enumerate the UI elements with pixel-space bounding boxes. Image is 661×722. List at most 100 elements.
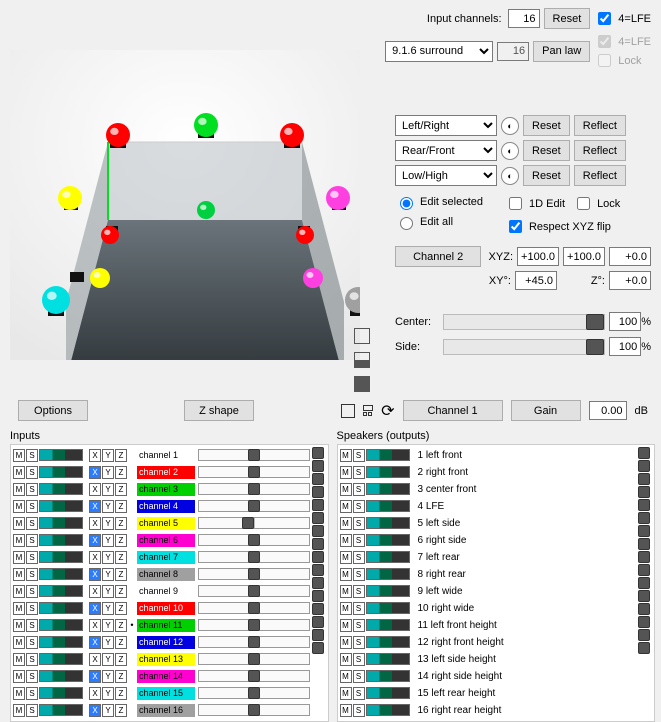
mute-button[interactable]: M	[13, 704, 25, 717]
z-toggle[interactable]: Z	[115, 500, 127, 513]
x-toggle[interactable]: X	[89, 602, 101, 615]
cube-wire-icon[interactable]	[354, 328, 370, 344]
z-toggle[interactable]: Z	[115, 687, 127, 700]
mute-button[interactable]: M	[340, 687, 352, 700]
y-toggle[interactable]: Y	[102, 449, 114, 462]
speaker-vknob[interactable]	[638, 499, 650, 511]
channel-label[interactable]: channel 14	[137, 670, 195, 683]
z-toggle[interactable]: Z	[115, 670, 127, 683]
zshape-button[interactable]: Z shape	[184, 400, 254, 421]
input-vknob[interactable]	[312, 564, 324, 576]
y-toggle[interactable]: Y	[102, 534, 114, 547]
mute-button[interactable]: M	[340, 619, 352, 632]
solo-button[interactable]: S	[353, 500, 365, 513]
z-toggle[interactable]: Z	[115, 483, 127, 496]
speaker-vknob[interactable]	[638, 577, 650, 589]
solo-button[interactable]: S	[353, 619, 365, 632]
y-toggle[interactable]: Y	[102, 568, 114, 581]
solo-button[interactable]: S	[353, 449, 365, 462]
mute-button[interactable]: M	[13, 568, 25, 581]
mute-button[interactable]: M	[340, 670, 352, 683]
speaker-vknob[interactable]	[638, 538, 650, 550]
axis-2-dial[interactable]: ◐	[501, 167, 519, 185]
z-toggle[interactable]: Z	[115, 449, 127, 462]
axis-0-reset-button[interactable]: Reset	[523, 115, 570, 136]
speaker-vknob[interactable]	[638, 629, 650, 641]
channel-label[interactable]: channel 1	[137, 449, 195, 462]
channel-label[interactable]: channel 5	[137, 517, 195, 530]
solo-button[interactable]: S	[26, 636, 38, 649]
solo-button[interactable]: S	[353, 687, 365, 700]
solo-button[interactable]: S	[26, 551, 38, 564]
mute-button[interactable]: M	[340, 653, 352, 666]
channel-label[interactable]: channel 15	[137, 687, 195, 700]
input-vknob[interactable]	[312, 603, 324, 615]
input-vknob[interactable]	[312, 642, 324, 654]
y-toggle[interactable]: Y	[102, 585, 114, 598]
channel-label[interactable]: channel 10	[137, 602, 195, 615]
y-toggle[interactable]: Y	[102, 551, 114, 564]
axis-1-reflect-button[interactable]: Reflect	[574, 140, 626, 161]
y-toggle[interactable]: Y	[102, 466, 114, 479]
solo-button[interactable]: S	[353, 517, 365, 530]
solo-button[interactable]: S	[26, 568, 38, 581]
pan-slider[interactable]	[198, 568, 310, 580]
channel1-button[interactable]: Channel 1	[403, 400, 503, 421]
edit-selected-radio[interactable]	[400, 197, 413, 210]
solo-button[interactable]: S	[353, 704, 365, 717]
speaker-vknob[interactable]	[638, 460, 650, 472]
y-toggle[interactable]: Y	[102, 636, 114, 649]
axis-1-reset-button[interactable]: Reset	[523, 140, 570, 161]
mute-button[interactable]: M	[340, 449, 352, 462]
y-toggle[interactable]: Y	[102, 619, 114, 632]
mute-button[interactable]: M	[340, 483, 352, 496]
y-toggle[interactable]: Y	[102, 653, 114, 666]
x-toggle[interactable]: X	[89, 653, 101, 666]
cube-shaded-icon[interactable]	[354, 352, 370, 368]
input-vknob[interactable]	[312, 629, 324, 641]
x-toggle[interactable]: X	[89, 534, 101, 547]
speaker-vknob[interactable]	[638, 642, 650, 654]
mute-button[interactable]: M	[13, 534, 25, 547]
mute-button[interactable]: M	[13, 602, 25, 615]
x-toggle[interactable]: X	[89, 449, 101, 462]
z-toggle[interactable]: Z	[115, 466, 127, 479]
mute-button[interactable]: M	[13, 449, 25, 462]
mute-button[interactable]: M	[340, 704, 352, 717]
pan-slider[interactable]	[198, 602, 310, 614]
solo-button[interactable]: S	[353, 636, 365, 649]
center-slider[interactable]	[443, 314, 605, 330]
pan-slider[interactable]	[198, 687, 310, 699]
pan-slider[interactable]	[198, 653, 310, 665]
pan-slider[interactable]	[198, 670, 310, 682]
solo-button[interactable]: S	[26, 687, 38, 700]
input-vknob[interactable]	[312, 538, 324, 550]
x-toggle[interactable]: X	[89, 500, 101, 513]
edit-all-radio[interactable]	[400, 217, 413, 230]
solo-button[interactable]: S	[26, 704, 38, 717]
input-vknob[interactable]	[312, 525, 324, 537]
solo-button[interactable]: S	[26, 602, 38, 615]
side-value-field[interactable]	[609, 337, 641, 356]
solo-button[interactable]: S	[353, 466, 365, 479]
z-toggle[interactable]: Z	[115, 602, 127, 615]
solo-button[interactable]: S	[353, 602, 365, 615]
x-toggle[interactable]: X	[89, 517, 101, 530]
mute-button[interactable]: M	[340, 602, 352, 615]
solo-button[interactable]: S	[353, 670, 365, 683]
axis-0-reflect-button[interactable]: Reflect	[574, 115, 626, 136]
pan-slider[interactable]	[198, 534, 310, 546]
axis-2-reset-button[interactable]: Reset	[523, 165, 570, 186]
mute-button[interactable]: M	[13, 670, 25, 683]
axis-0-select[interactable]: Left/Right	[395, 115, 497, 136]
mute-button[interactable]: M	[340, 636, 352, 649]
mute-button[interactable]: M	[340, 551, 352, 564]
layout-single-icon[interactable]	[341, 404, 355, 418]
mute-button[interactable]: M	[13, 687, 25, 700]
solo-button[interactable]: S	[26, 517, 38, 530]
speaker-vknob[interactable]	[638, 525, 650, 537]
x-toggle[interactable]: X	[89, 483, 101, 496]
y-toggle[interactable]: Y	[102, 500, 114, 513]
x-toggle[interactable]: X	[89, 704, 101, 717]
axis-1-dial[interactable]: ◐	[501, 142, 519, 160]
